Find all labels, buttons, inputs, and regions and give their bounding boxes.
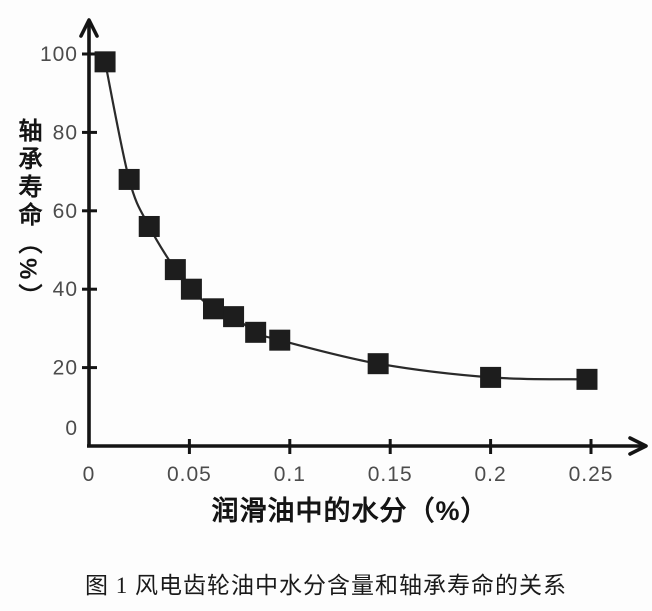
y-tick-label: 40 (53, 278, 78, 301)
chart-canvas: 0 20 40 60 80 100 0 0.05 0.1 0.15 0.2 0.25 (40, 18, 648, 486)
y-axis-arrowhead (79, 18, 99, 38)
x-tick-label: 0 (83, 463, 96, 486)
data-point-marker (180, 278, 202, 300)
data-point-marker (202, 298, 224, 320)
x-tick-label: 0.05 (167, 463, 212, 486)
data-point-marker (164, 259, 186, 281)
y-tick-label: 60 (53, 200, 78, 223)
y-tick-label: 0 (65, 417, 78, 440)
x-tick-label: 0.2 (474, 463, 506, 486)
x-axis-arrowhead (628, 436, 648, 456)
data-point-marker (118, 168, 140, 190)
trend-curve (103, 61, 588, 381)
data-point-marker (480, 366, 502, 388)
x-axis-title: 润滑油中的水分（%） (211, 496, 489, 526)
x-tick-label: 0.1 (274, 463, 306, 486)
y-tick-label: 20 (53, 357, 78, 380)
x-tick-label: 0.15 (368, 463, 413, 486)
y-tick-label: 80 (53, 121, 78, 144)
x-tick-label: 0.25 (569, 463, 614, 486)
figure-caption: 图 1 风电齿轮油中水分含量和轴承寿命的关系 (85, 573, 567, 598)
data-point-marker (138, 215, 160, 237)
data-point-marker (576, 368, 598, 390)
data-point-marker (269, 329, 291, 351)
data-point-marker (367, 353, 389, 375)
y-axis-title: 轴承寿命（%） (14, 118, 41, 312)
data-point-marker (245, 321, 267, 343)
data-point-marker (94, 51, 116, 73)
data-point-marker (223, 306, 245, 328)
y-tick-label: 100 (40, 43, 78, 66)
